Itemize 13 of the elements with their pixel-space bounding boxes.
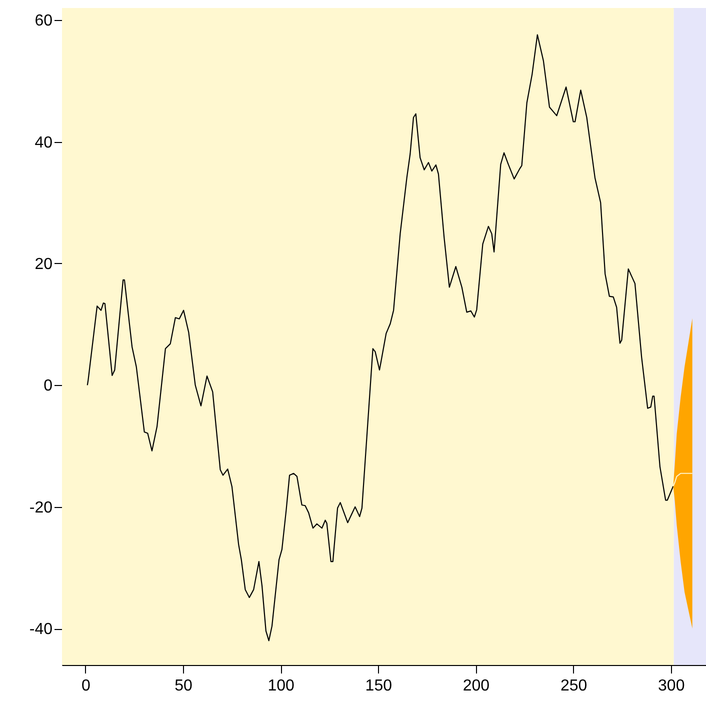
x-tick-label: 250 <box>560 678 588 694</box>
x-tick-label: 0 <box>81 678 90 694</box>
x-tick-label: 300 <box>658 678 685 694</box>
y-tick-label: 20 <box>34 256 53 273</box>
y-tick-label: 40 <box>34 134 53 152</box>
x-tick-label: 100 <box>268 678 295 694</box>
x-tick-label: 150 <box>365 678 392 694</box>
x-tick-label: 50 <box>174 678 192 694</box>
y-tick-label: 60 <box>34 12 53 30</box>
y-tick-label: -40 <box>29 621 53 638</box>
y-tick-label: -20 <box>29 499 53 516</box>
x-tick-label: 200 <box>462 678 490 694</box>
y-tick-label: 0 <box>44 378 53 395</box>
